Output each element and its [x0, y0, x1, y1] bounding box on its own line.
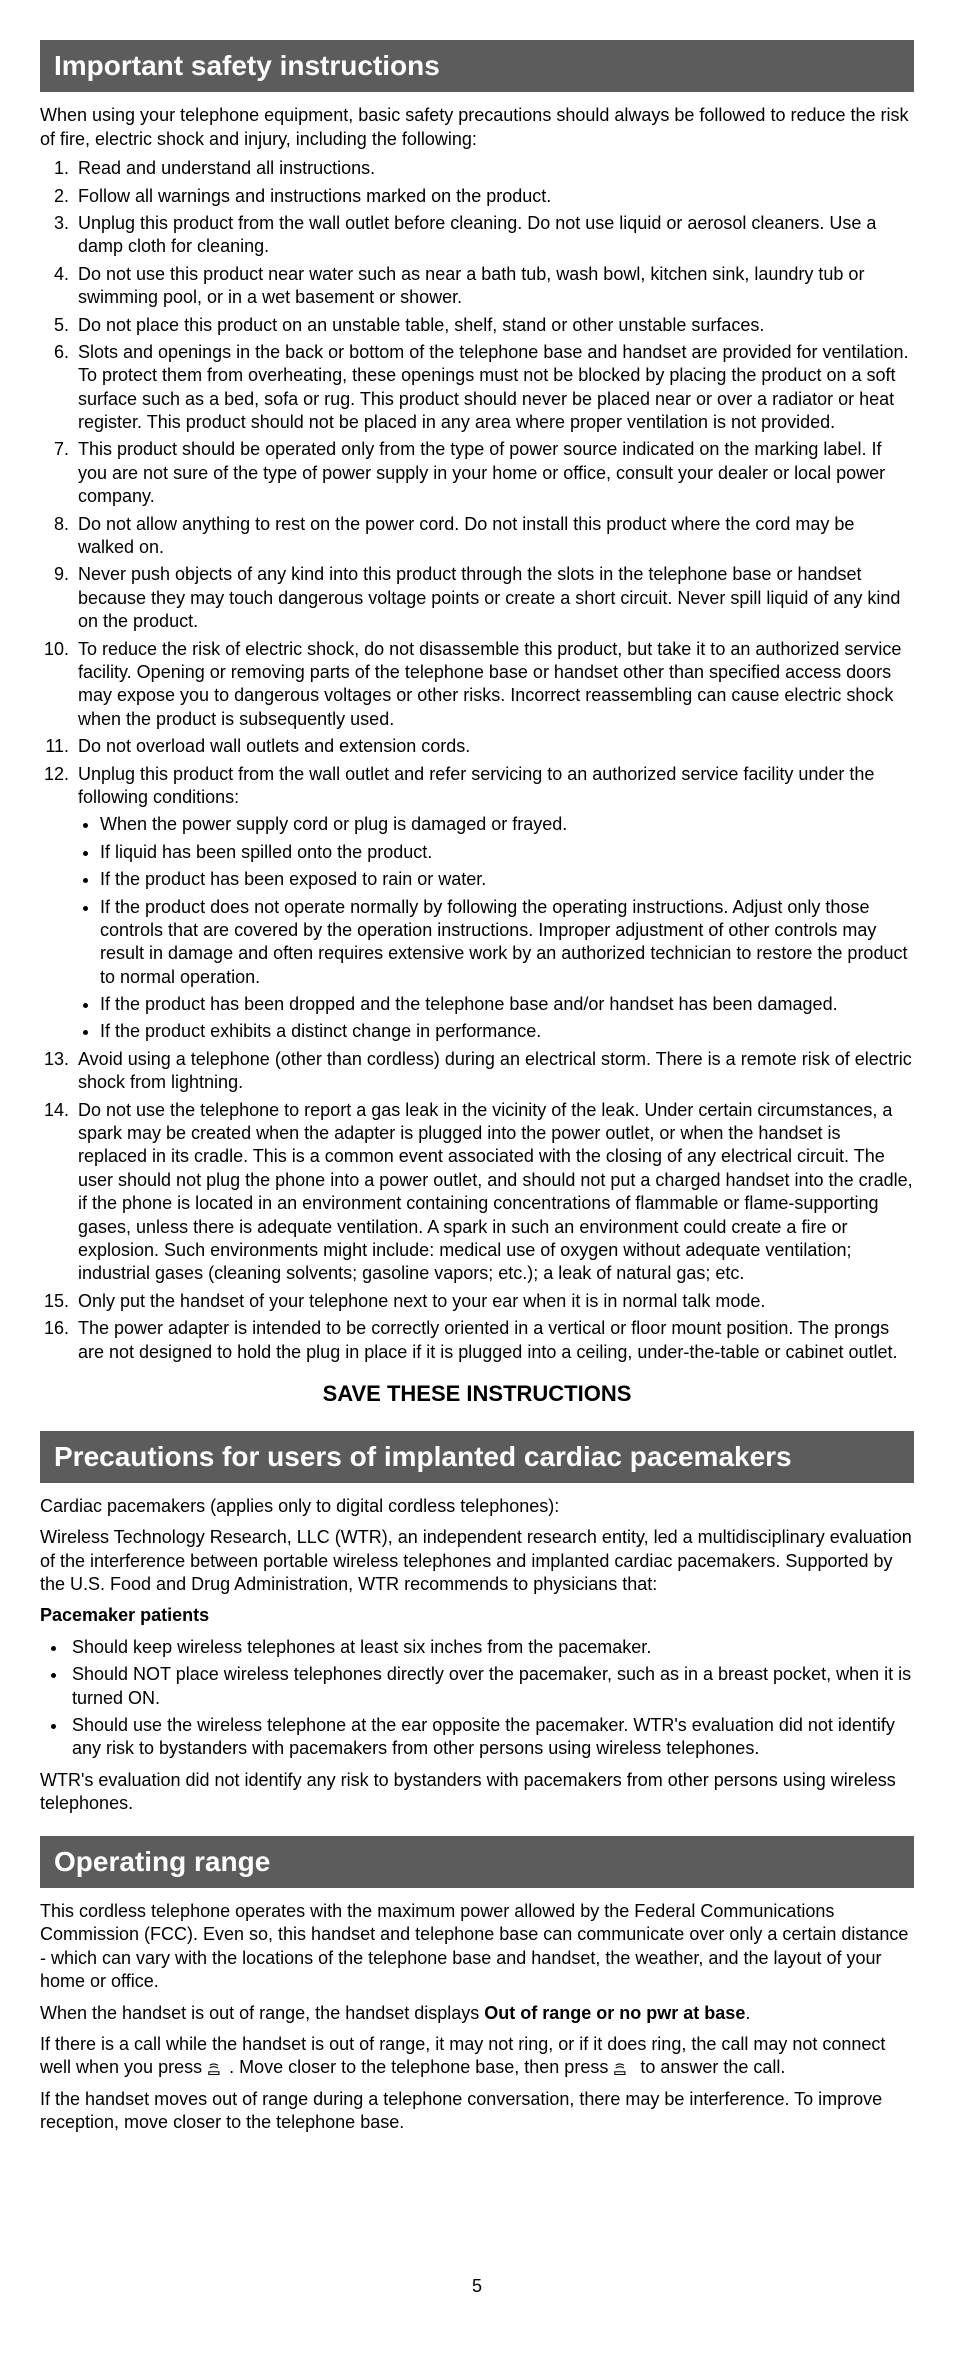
- list-item: Never push objects of any kind into this…: [74, 563, 914, 633]
- section2-header: Precautions for users of implanted cardi…: [40, 1431, 914, 1483]
- list-item: Do not use this product near water such …: [74, 263, 914, 310]
- p3-part-b: . Move closer to the telephone base, the…: [229, 2057, 613, 2077]
- list-item: To reduce the risk of electric shock, do…: [74, 638, 914, 732]
- list-item: The power adapter is intended to be corr…: [74, 1317, 914, 1364]
- list-item: Unplug this product from the wall outlet…: [74, 763, 914, 1044]
- sub-list-item: If the product exhibits a distinct chang…: [100, 1020, 914, 1043]
- list-item: Follow all warnings and instructions mar…: [74, 185, 914, 208]
- pacemaker-subhead: Pacemaker patients: [40, 1604, 914, 1627]
- list-item: Slots and openings in the back or bottom…: [74, 341, 914, 435]
- bullet-item: Should keep wireless telephones at least…: [68, 1636, 914, 1659]
- list-item: Read and understand all instructions.: [74, 157, 914, 180]
- list-item: Only put the handset of your telephone n…: [74, 1290, 914, 1313]
- section2-p1: Cardiac pacemakers (applies only to digi…: [40, 1495, 914, 1518]
- sub-list-item: If the product has been exposed to rain …: [100, 868, 914, 891]
- sub-list-item: When the power supply cord or plug is da…: [100, 813, 914, 836]
- list-item: Do not use the telephone to report a gas…: [74, 1099, 914, 1286]
- safety-list: Read and understand all instructions. Fo…: [40, 157, 914, 1364]
- section3-p2: When the handset is out of range, the ha…: [40, 2002, 914, 2025]
- page-number: 5: [40, 2275, 914, 2298]
- list-item: This product should be operated only fro…: [74, 438, 914, 508]
- pacemaker-bullets: Should keep wireless telephones at least…: [40, 1636, 914, 1761]
- list-item: Do not overload wall outlets and extensi…: [74, 735, 914, 758]
- list-item: Unplug this product from the wall outlet…: [74, 212, 914, 259]
- page-container: Important safety instructions When using…: [0, 0, 954, 2358]
- out-of-range-bold: Out of range or no pwr at base: [484, 2003, 745, 2023]
- section1-intro: When using your telephone equipment, bas…: [40, 104, 914, 151]
- sub-list-item: If liquid has been spilled onto the prod…: [100, 841, 914, 864]
- bullet-item: Should NOT place wireless telephones dir…: [68, 1663, 914, 1710]
- list-item: Avoid using a telephone (other than cord…: [74, 1048, 914, 1095]
- list-item: Do not place this product on an unstable…: [74, 314, 914, 337]
- sub-list: When the power supply cord or plug is da…: [78, 813, 914, 1044]
- p2-part-a: When the handset is out of range, the ha…: [40, 2003, 484, 2023]
- talk-icon: [613, 2062, 635, 2076]
- section2-p3: WTR's evaluation did not identify any ri…: [40, 1769, 914, 1816]
- bullet-item: Should use the wireless telephone at the…: [68, 1714, 914, 1761]
- section3-p4: If the handset moves out of range during…: [40, 2088, 914, 2135]
- p3-part-c: to answer the call.: [635, 2057, 785, 2077]
- sub-list-item: If the product has been dropped and the …: [100, 993, 914, 1016]
- section3-p3: If there is a call while the handset is …: [40, 2033, 914, 2080]
- section2-p2: Wireless Technology Research, LLC (WTR),…: [40, 1526, 914, 1596]
- list-item: Do not allow anything to rest on the pow…: [74, 513, 914, 560]
- sub-list-item: If the product does not operate normally…: [100, 896, 914, 990]
- section3-header: Operating range: [40, 1836, 914, 1888]
- section3-p1: This cordless telephone operates with th…: [40, 1900, 914, 1994]
- talk-icon: [207, 2062, 229, 2076]
- section1-header: Important safety instructions: [40, 40, 914, 92]
- list-item-text: Unplug this product from the wall outlet…: [78, 764, 874, 807]
- save-instructions: SAVE THESE INSTRUCTIONS: [40, 1380, 914, 1409]
- p2-part-c: .: [745, 2003, 750, 2023]
